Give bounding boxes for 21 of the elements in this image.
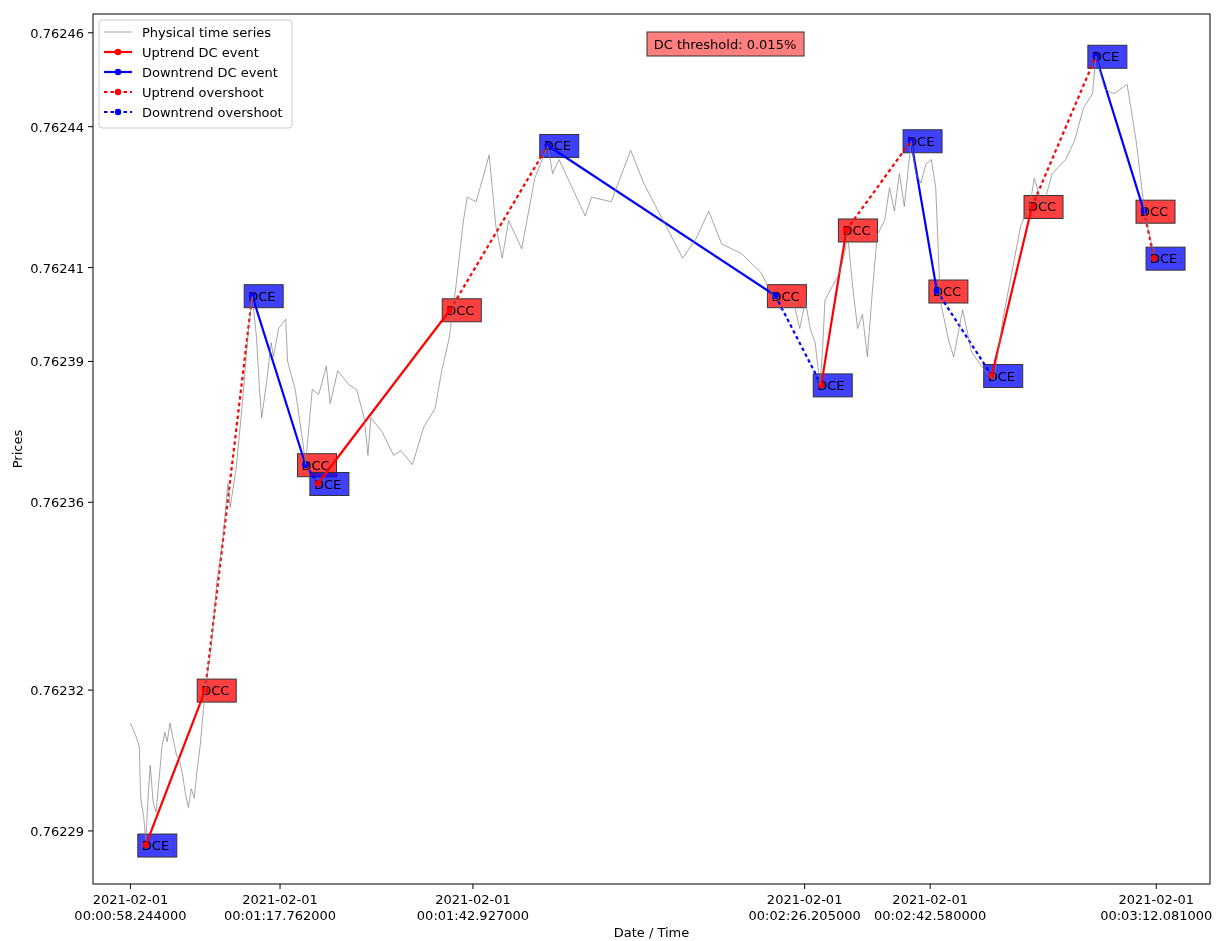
y-tick-label: 0.76229 <box>30 823 84 839</box>
legend-label: Downtrend DC event <box>142 65 278 80</box>
y-axis-title: Prices <box>10 429 25 469</box>
y-tick-label: 0.76244 <box>30 119 84 135</box>
x-tick-label: 2021-02-01 00:02:26.205000 <box>748 892 861 923</box>
legend-label: Uptrend overshoot <box>142 85 264 100</box>
x-tick-label: 2021-02-01 00:02:42.580000 <box>874 892 987 923</box>
annotation: DC threshold: 0.015% <box>653 37 797 52</box>
x-tick-label: 2021-02-01 00:01:17.762000 <box>223 892 337 923</box>
x-axis-title: Date / Time <box>613 925 690 940</box>
x-tick-label: 2021-02-01 00:01:42.927000 <box>416 892 529 923</box>
y-tick-label: 0.76239 <box>30 354 84 370</box>
x-tick-label: 2021-02-01 00:03:12.081000 <box>1100 892 1213 923</box>
legend-label: Physical time series <box>142 25 272 40</box>
y-tick-label: 0.76236 <box>30 495 84 511</box>
y-tick-label: 0.76241 <box>30 260 84 276</box>
legend-label: Uptrend DC event <box>142 45 259 60</box>
y-tick-label: 0.76232 <box>30 683 84 699</box>
legend-label: Downtrend overshoot <box>142 105 283 120</box>
x-tick-label: 2021-02-01 00:00:58.244000 <box>74 892 187 923</box>
y-tick-label: 0.76246 <box>30 25 84 41</box>
